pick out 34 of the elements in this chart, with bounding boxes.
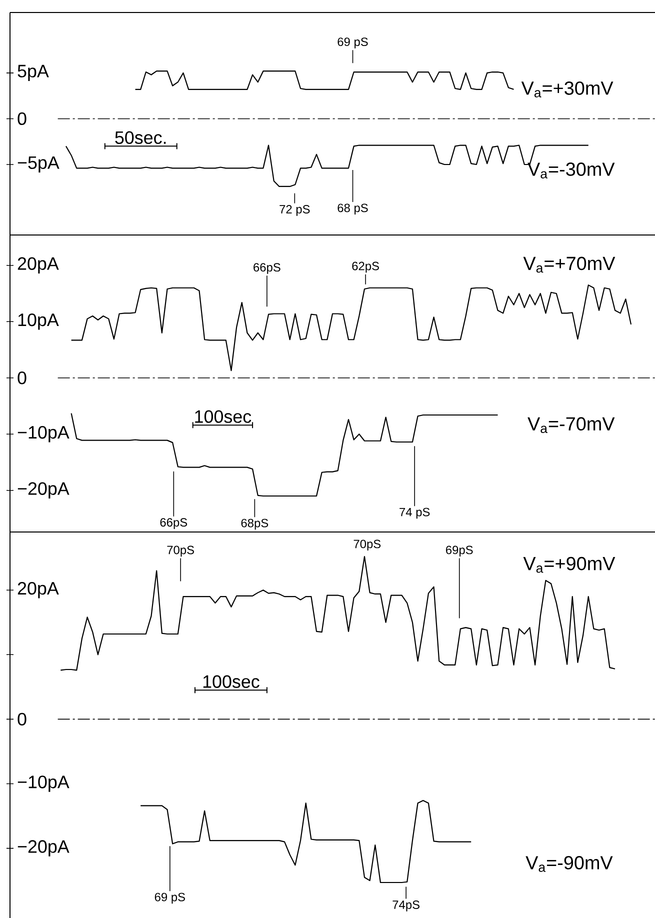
y-tick-label: −20pA (18, 482, 70, 498)
annotation: 72 pS (280, 205, 310, 216)
series-label: V$_{a}$=+30mV (521, 81, 614, 98)
y-tick-label: −10pA (18, 776, 70, 792)
series-label: V$_{a}$=-30mV (528, 162, 615, 178)
annotation: 74pS (392, 900, 420, 912)
annotation: 69 pS (338, 38, 368, 48)
annotation: 50sec. (115, 131, 166, 144)
y-tick-label: −10pA (18, 426, 70, 442)
annotation: 62pS (352, 262, 379, 273)
text: V$_{a}$=-90mV (526, 856, 613, 872)
annotation: 70pS (167, 546, 194, 557)
annotation: 70pS (354, 540, 381, 551)
y-tick-label: 0 (18, 372, 26, 384)
y-tick-label: 5pA (18, 64, 49, 81)
annotation: 69 pS (154, 892, 185, 904)
y-tick-label: −5pA (18, 156, 60, 173)
series-label: V$_{a}$=+70mV (523, 256, 616, 273)
y-tick-label: 0 (18, 112, 26, 126)
annotation: 100sec (203, 675, 260, 688)
y-tick-label: 20pA (18, 582, 59, 598)
y-tick-label: 20pA (18, 257, 59, 274)
annotation: 66pS (160, 518, 188, 529)
annotation: 69pS (446, 546, 473, 557)
annotation: 66pS (254, 263, 280, 274)
y-tick-label: 10pA (18, 313, 59, 330)
annotation: 68 pS (338, 204, 368, 215)
annotation: 100sec (195, 410, 252, 423)
y-tick-label: −20pA (18, 840, 70, 856)
y-tick-label: 0 (18, 712, 26, 726)
annotation: 74 pS (400, 508, 430, 519)
series-label: V$_{a}$=+90mV (523, 556, 616, 573)
annotation: 68pS (241, 518, 268, 530)
series-label: V$_{a}$=-70mV (528, 417, 615, 434)
